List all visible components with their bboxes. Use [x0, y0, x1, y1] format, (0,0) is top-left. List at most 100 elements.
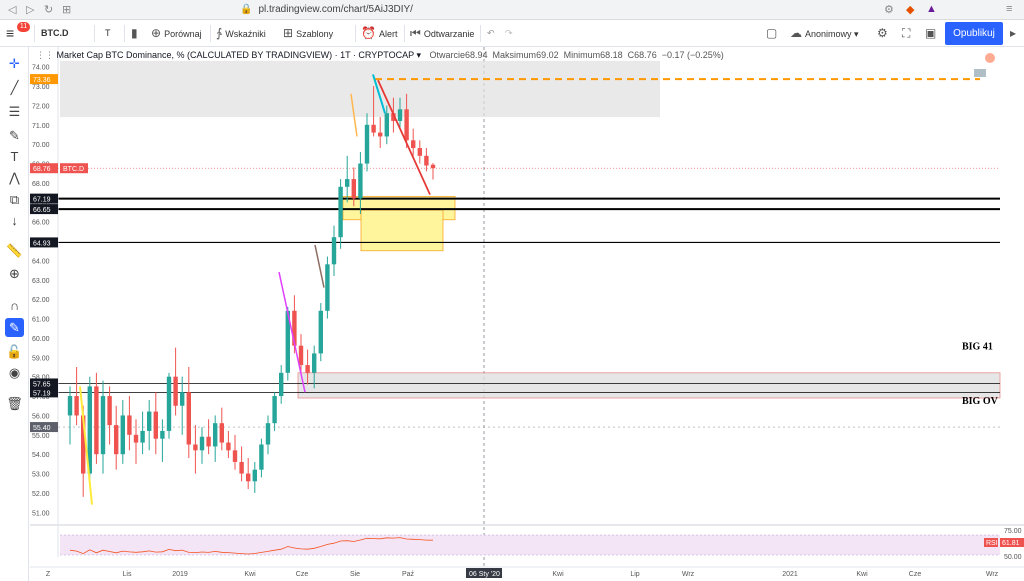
object-tree-toggle-icon [985, 53, 995, 63]
low-label: Minimum [563, 50, 601, 60]
y-tick-label: 59.00 [32, 355, 50, 362]
x-tick-label: Kwi [856, 571, 868, 578]
lock-icon[interactable]: 🔓 [6, 344, 23, 359]
magenta-trendline [278, 271, 306, 393]
candle-body [107, 396, 112, 426]
url-bar[interactable]: 🔒 pl.tradingview.com/chart/5AiJ3DIY/ [240, 2, 860, 18]
y-tick-label: 70.00 [32, 142, 50, 149]
x-tick-label: Lip [630, 571, 639, 578]
reload-icon[interactable]: ↻ [44, 4, 54, 16]
magnet-icon[interactable]: ∩ [9, 298, 20, 313]
replay-button[interactable]: ⏮ Odtwarzanie [410, 20, 474, 47]
x-cursor-label: 06 Sty '20 [469, 571, 500, 578]
candle-body [279, 372, 284, 397]
cyan-trendline [372, 74, 386, 114]
candle-body [391, 113, 396, 121]
indicators-button[interactable]: ∱ Wskaźniki [216, 20, 266, 47]
rsi-level-label: 75.00 [1004, 528, 1022, 535]
candle-body [312, 353, 317, 373]
right-panel-toggle[interactable]: ▸ [1010, 20, 1019, 47]
candle-body [285, 310, 290, 373]
price-tag [30, 74, 58, 85]
price-tag-label: 66.65 [33, 207, 51, 214]
zoom-icon[interactable]: ⊕ [9, 266, 20, 281]
ruler-icon[interactable]: 📏 [6, 243, 23, 258]
eye-icon[interactable]: ◉ [8, 365, 21, 380]
price-tag [30, 387, 58, 398]
candle-body [120, 415, 125, 455]
y-tick-label: 60.00 [32, 336, 50, 343]
candle-body [140, 430, 145, 443]
forward-icon[interactable]: ▷ [26, 4, 35, 16]
lock-drawing-icon[interactable]: ✎ [5, 318, 24, 337]
y-tick-label: 74.00 [32, 65, 50, 72]
alert-label: Alert [378, 29, 398, 39]
text-icon[interactable]: T [10, 149, 19, 164]
fullscreen-icon: ⛶ [902, 26, 911, 40]
fib-icon[interactable]: ☰ [8, 104, 21, 119]
trendline-icon[interactable]: ╱ [10, 80, 19, 95]
brush-icon[interactable]: ✎ [9, 128, 20, 143]
candle-body [292, 310, 297, 346]
apps-icon[interactable]: ⊞ [62, 4, 72, 16]
candle-body [226, 442, 231, 451]
layout-button[interactable]: ▢ [766, 20, 780, 47]
candle-body [94, 386, 99, 455]
y-tick-label: 51.00 [32, 510, 50, 517]
candle-body [358, 163, 363, 199]
rsi-name-label: RSI [986, 540, 998, 547]
candle-body [424, 155, 429, 166]
compare-button[interactable]: ⊕ Porównaj [151, 20, 202, 47]
layout-name-button[interactable]: ☁ Anonimowy ▾ [790, 26, 859, 40]
symbol-search[interactable]: BTC.D [41, 28, 69, 38]
indicators-label: Wskaźniki [225, 29, 266, 39]
alert-button[interactable]: ⏰ Alert [361, 20, 397, 47]
annotation-big-ov: BIG OV [962, 396, 999, 407]
indicators-icon: ∱ [216, 26, 223, 40]
red-trendline [377, 79, 431, 195]
chart-settings-button[interactable]: ⚙ [877, 20, 891, 47]
fullscreen-button[interactable]: ⛶ [902, 20, 913, 47]
menu-icon[interactable]: ≡ [1006, 3, 1013, 15]
y-tick-label: 68.00 [32, 181, 50, 188]
pattern-icon[interactable]: ⋀ [9, 170, 20, 185]
price-chart[interactable]: BIG 41 BIG OV 75.00 50.00 RSI 61.81 74.00 73.… [30, 47, 1024, 581]
undo-button[interactable]: ↶ [487, 28, 495, 38]
price-tag [30, 193, 58, 204]
candle-body [378, 132, 383, 137]
legend-title[interactable]: Market Cap BTC Dominance, % (CALCULATED … [56, 50, 414, 60]
x-tick-label: Cze [909, 571, 922, 578]
candle-body [74, 396, 79, 416]
settings-icon[interactable]: ⚙ [884, 4, 894, 16]
rewards-icon[interactable]: ▲ [926, 3, 937, 15]
y-tick-label: 58.00 [32, 375, 50, 382]
yellow-trendline [79, 386, 93, 505]
y-tick-label: 73.00 [32, 84, 50, 91]
candle-body [272, 396, 277, 424]
chart-type-button[interactable]: ▮ [131, 20, 141, 47]
menu-button[interactable]: ≡ [6, 25, 15, 41]
trash-icon[interactable]: 🗑 [6, 396, 23, 411]
templates-icon: ⊞ [283, 26, 294, 40]
candle-body [87, 386, 92, 474]
arrow-down-icon[interactable]: ↓ [11, 213, 18, 228]
candle-body [213, 423, 218, 447]
snapshot-button[interactable]: ▣ [925, 20, 939, 47]
interval-button[interactable]: T [105, 28, 111, 38]
redo-button[interactable]: ↷ [505, 28, 513, 38]
templates-button[interactable]: ⊞ Szablony [283, 20, 333, 47]
candle-body [193, 444, 198, 451]
candle-body [417, 148, 422, 156]
prediction-icon[interactable]: ⧉ [9, 192, 20, 207]
x-tick-label: Lis [123, 571, 132, 578]
price-tag-label: 57.19 [33, 390, 51, 397]
low-value: 68.18 [600, 50, 623, 60]
crosshair-icon[interactable]: ✛ [9, 56, 20, 71]
back-icon[interactable]: ◁ [8, 4, 17, 16]
alarm-icon: ⏰ [361, 26, 376, 40]
publish-button[interactable]: Opublikuj [945, 22, 1003, 45]
brave-shield-icon[interactable]: ◆ [906, 4, 915, 16]
x-tick-label: 2019 [172, 571, 188, 578]
lock-icon: 🔒 [240, 4, 253, 15]
candle-body [430, 164, 436, 169]
